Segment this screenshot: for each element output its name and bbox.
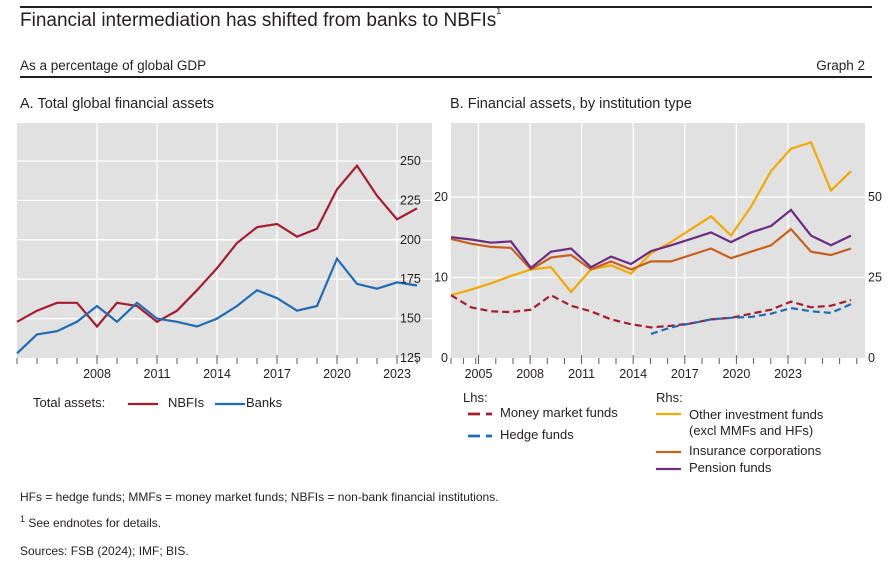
svg-text:10: 10	[434, 271, 448, 285]
svg-text:225: 225	[400, 193, 421, 207]
svg-text:25: 25	[868, 271, 882, 285]
svg-text:2023: 2023	[774, 367, 802, 381]
svg-text:2014: 2014	[619, 367, 647, 381]
svg-text:2011: 2011	[568, 367, 595, 381]
svg-text:125: 125	[400, 351, 421, 365]
svg-text:0: 0	[868, 351, 875, 365]
svg-text:0: 0	[441, 351, 448, 365]
svg-text:2020: 2020	[323, 367, 351, 381]
svg-text:2011: 2011	[144, 367, 171, 381]
svg-text:2023: 2023	[383, 367, 411, 381]
svg-text:2008: 2008	[83, 367, 111, 381]
svg-text:20: 20	[434, 190, 448, 204]
svg-text:2008: 2008	[516, 367, 544, 381]
svg-text:250: 250	[400, 154, 421, 168]
svg-text:200: 200	[400, 233, 421, 247]
svg-text:175: 175	[400, 272, 421, 286]
svg-text:2017: 2017	[671, 367, 699, 381]
svg-text:2005: 2005	[465, 367, 493, 381]
svg-text:2020: 2020	[722, 367, 750, 381]
svg-text:2014: 2014	[203, 367, 231, 381]
svg-text:50: 50	[868, 190, 882, 204]
svg-text:2017: 2017	[263, 367, 291, 381]
svg-text:150: 150	[400, 312, 421, 326]
